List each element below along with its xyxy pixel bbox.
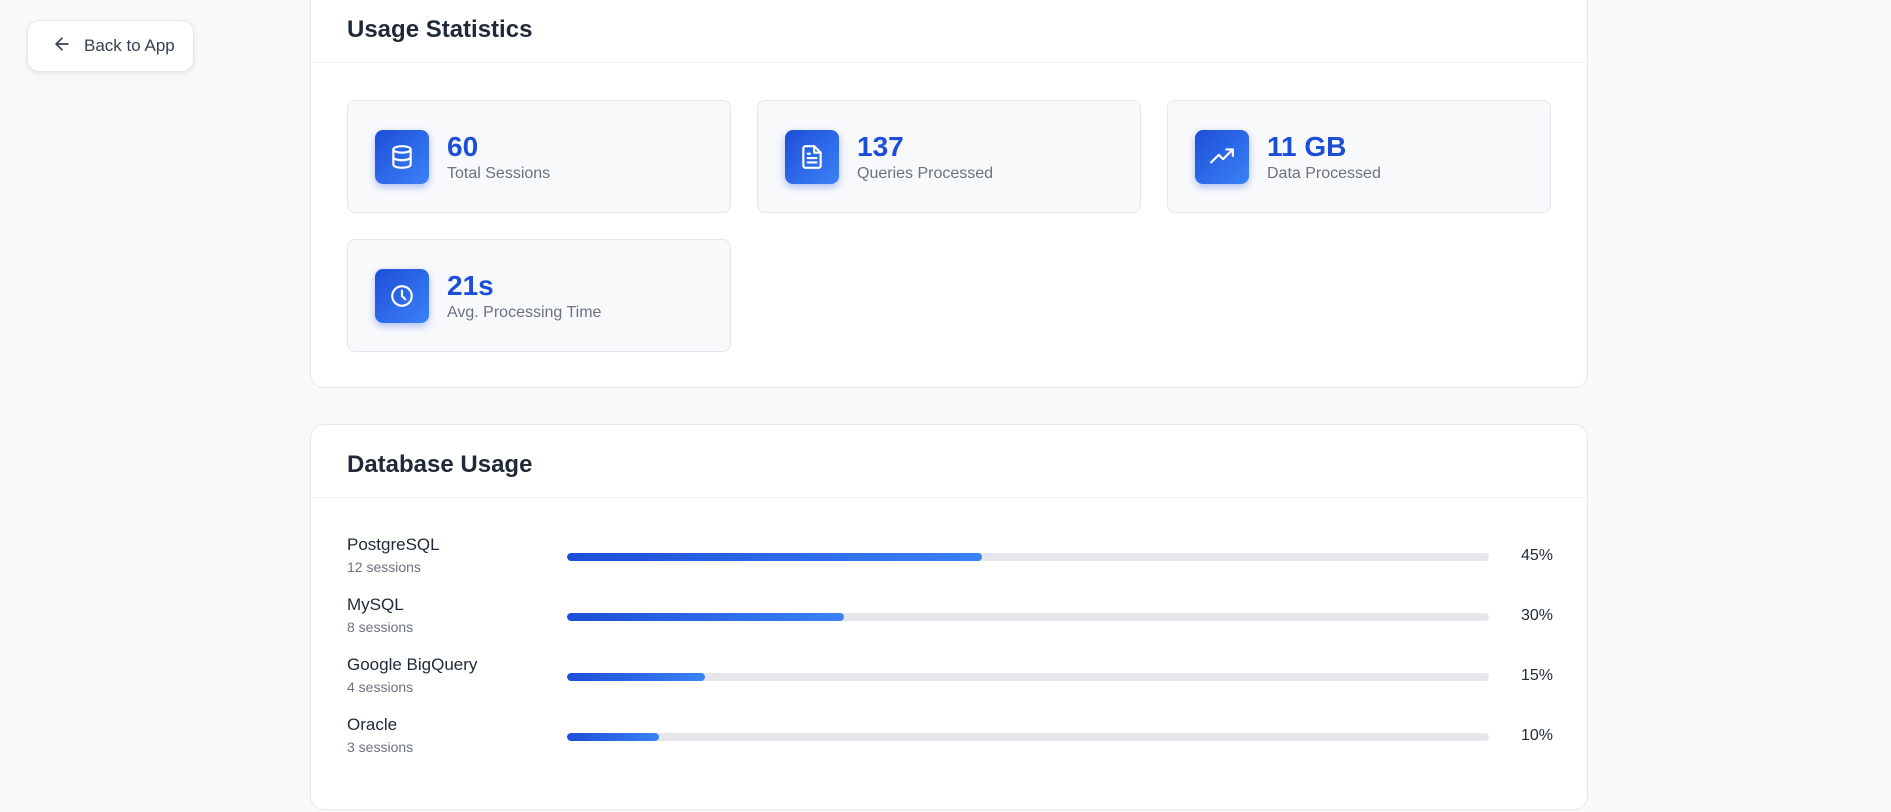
database-sessions: 3 sessions: [347, 739, 414, 755]
usage-bar-track: [567, 673, 1489, 681]
back-button-label: Back to App: [84, 36, 175, 55]
stat-label: Queries Processed: [857, 164, 994, 182]
usage-statistics-card: Usage Statistics 60 Total Sessions 137 Q…: [310, 0, 1588, 388]
database-sessions: 4 sessions: [347, 679, 414, 695]
database-sessions: 8 sessions: [347, 619, 414, 635]
trending-up-icon: [1195, 129, 1249, 184]
database-icon: [375, 129, 429, 184]
stat-label: Avg. Processing Time: [447, 303, 602, 321]
stat-card-avg-processing-time: 21s Avg. Processing Time: [347, 239, 731, 352]
clock-icon: [375, 268, 429, 323]
back-to-app-button[interactable]: Back to App: [27, 20, 194, 72]
stat-value: 137: [857, 130, 904, 162]
database-name: Oracle: [347, 715, 398, 734]
database-usage-card: Database Usage PostgreSQL 12 sessions 45…: [310, 424, 1588, 810]
stat-card-queries-processed: 137 Queries Processed: [757, 100, 1141, 213]
database-row-google-bigquery: Google BigQuery 4 sessions 15%: [347, 655, 1553, 701]
usage-bar-fill: [567, 553, 982, 561]
database-name: MySQL: [347, 595, 404, 614]
database-sessions: 12 sessions: [347, 559, 421, 575]
usage-percent: 10%: [1520, 727, 1553, 744]
database-name: PostgreSQL: [347, 535, 440, 554]
stat-value: 60: [447, 130, 479, 162]
stat-label: Data Processed: [1267, 164, 1381, 182]
database-usage-title: Database Usage: [311, 425, 1587, 498]
document-icon: [785, 129, 839, 184]
stat-value: 11 GB: [1267, 130, 1347, 162]
stat-value: 21s: [447, 269, 494, 301]
usage-percent: 45%: [1520, 547, 1553, 564]
usage-bar-fill: [567, 673, 706, 681]
stat-card-total-sessions: 60 Total Sessions: [347, 100, 731, 213]
usage-bar-track: [567, 613, 1489, 621]
database-row-mysql: MySQL 8 sessions 30%: [347, 595, 1553, 641]
usage-bar-track: [567, 553, 1489, 561]
database-row-postgresql: PostgreSQL 12 sessions 45%: [347, 535, 1553, 581]
stat-card-data-processed: 11 GB Data Processed: [1167, 100, 1551, 213]
usage-bar-track: [567, 733, 1489, 741]
stat-label: Total Sessions: [447, 164, 551, 182]
usage-percent: 30%: [1520, 607, 1553, 624]
arrow-left-icon: [52, 34, 72, 59]
database-row-oracle: Oracle 3 sessions 10%: [347, 715, 1553, 761]
database-name: Google BigQuery: [347, 655, 478, 674]
usage-statistics-title: Usage Statistics: [311, 0, 1587, 63]
usage-bar-fill: [567, 613, 844, 621]
usage-percent: 15%: [1520, 667, 1553, 684]
usage-bar-fill: [567, 733, 660, 741]
